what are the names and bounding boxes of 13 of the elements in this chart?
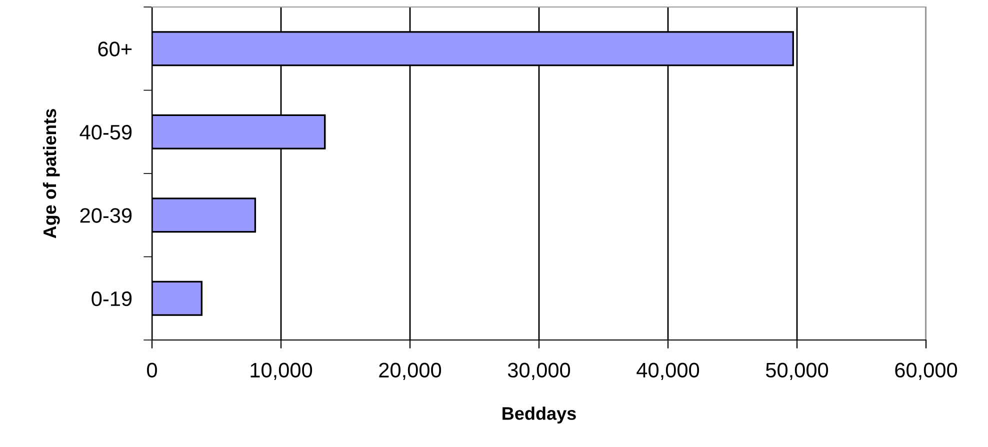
x-tick-label: 60,000 (895, 362, 958, 380)
x-tick-label: 0 (147, 362, 157, 378)
y-tick-label: 20-39 (80, 208, 132, 223)
y-axis-title: Age of patients (42, 109, 60, 238)
x-tick-label: 10,000 (250, 362, 312, 380)
x-axis-title: Beddays (502, 406, 576, 424)
y-tick-label: 0-19 (92, 291, 132, 306)
x-tick-label: 30,000 (508, 362, 570, 380)
x-tick-label: 50,000 (766, 362, 828, 380)
y-tick-label: 60+ (98, 42, 132, 56)
x-tick-label: 40,000 (636, 362, 700, 380)
x-tick-label: 20,000 (379, 362, 442, 380)
y-tick-label: 40-59 (80, 124, 132, 140)
